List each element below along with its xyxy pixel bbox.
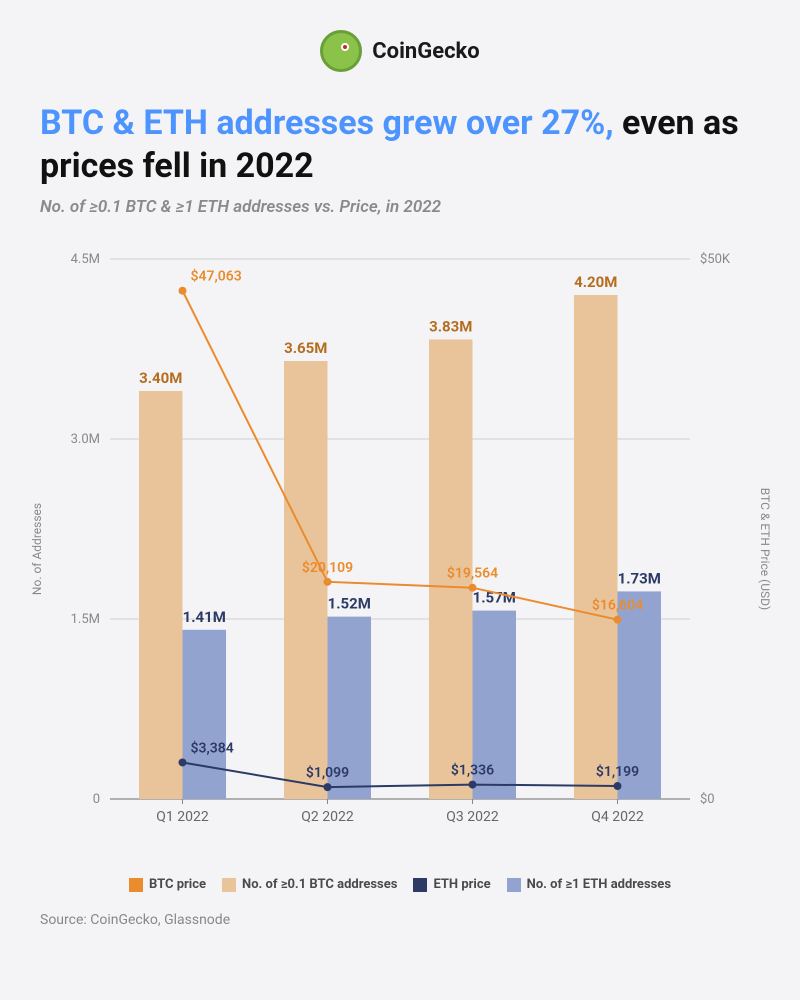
svg-text:$19,564: $19,564 bbox=[447, 565, 498, 582]
svg-text:$3,384: $3,384 bbox=[191, 739, 234, 756]
svg-text:0: 0 bbox=[93, 792, 100, 807]
gecko-logo-icon bbox=[320, 30, 362, 72]
svg-text:4.5M: 4.5M bbox=[71, 252, 100, 267]
legend-label-btc-price: BTC price bbox=[149, 877, 206, 892]
svg-text:Q1 2022: Q1 2022 bbox=[156, 809, 209, 825]
svg-text:Q4 2022: Q4 2022 bbox=[591, 809, 644, 825]
headline: BTC & ETH addresses grew over 27%, even … bbox=[40, 102, 760, 187]
svg-text:Q3 2022: Q3 2022 bbox=[446, 809, 499, 825]
y-axis-right-label: BTC & ETH Price (USD) bbox=[758, 488, 772, 610]
legend: BTC price No. of ≥0.1 BTC addresses ETH … bbox=[40, 877, 760, 892]
svg-text:1.41M: 1.41M bbox=[183, 608, 226, 626]
svg-text:1.5M: 1.5M bbox=[71, 612, 100, 627]
svg-text:$20,109: $20,109 bbox=[302, 559, 353, 576]
svg-text:$47,063: $47,063 bbox=[191, 268, 242, 285]
legend-eth-addr: No. of ≥1 ETH addresses bbox=[507, 877, 671, 892]
svg-text:$16,604: $16,604 bbox=[592, 597, 643, 614]
legend-label-eth-price: ETH price bbox=[433, 877, 490, 892]
svg-text:3.0M: 3.0M bbox=[71, 432, 100, 447]
svg-text:$1,336: $1,336 bbox=[451, 762, 494, 779]
svg-text:3.83M: 3.83M bbox=[429, 317, 472, 335]
svg-text:4.20M: 4.20M bbox=[574, 273, 617, 291]
brand-header: CoinGecko bbox=[40, 30, 760, 72]
chart-svg: 0 1.5M 3.0M 4.5M $0 $50K 3.40M 1.41M Q1 2022 3.65… bbox=[40, 229, 760, 869]
svg-text:$50K: $50K bbox=[700, 252, 731, 267]
legend-btc-addr: No. of ≥0.1 BTC addresses bbox=[222, 877, 397, 892]
svg-text:$0: $0 bbox=[700, 792, 715, 807]
legend-eth-price: ETH price bbox=[413, 877, 490, 892]
brand-name: CoinGecko bbox=[372, 39, 479, 64]
svg-text:$1,099: $1,099 bbox=[306, 764, 349, 781]
legend-btc-price: BTC price bbox=[129, 877, 206, 892]
swatch-eth-addr bbox=[507, 878, 521, 892]
legend-label-eth-addr: No. of ≥1 ETH addresses bbox=[527, 877, 671, 892]
headline-accent: BTC & ETH addresses grew over 27%, bbox=[40, 103, 614, 143]
legend-label-btc-addr: No. of ≥0.1 BTC addresses bbox=[242, 877, 397, 892]
svg-text:3.65M: 3.65M bbox=[284, 339, 327, 357]
source-line: Source: CoinGecko, Glassnode bbox=[40, 912, 760, 928]
svg-text:3.40M: 3.40M bbox=[139, 369, 182, 387]
svg-text:1.52M: 1.52M bbox=[328, 595, 371, 613]
swatch-btc-price bbox=[129, 878, 143, 892]
swatch-btc-addr bbox=[222, 878, 236, 892]
subtitle: No. of ≥0.1 BTC & ≥1 ETH addresses vs. P… bbox=[40, 197, 760, 217]
svg-text:Q2 2022: Q2 2022 bbox=[301, 809, 354, 825]
svg-text:$1,199: $1,199 bbox=[596, 763, 639, 780]
swatch-eth-price bbox=[413, 878, 427, 892]
svg-text:1.57M: 1.57M bbox=[473, 589, 516, 607]
svg-text:1.73M: 1.73M bbox=[618, 569, 661, 587]
chart: No. of Addresses BTC & ETH Price (USD) 0… bbox=[40, 229, 760, 869]
